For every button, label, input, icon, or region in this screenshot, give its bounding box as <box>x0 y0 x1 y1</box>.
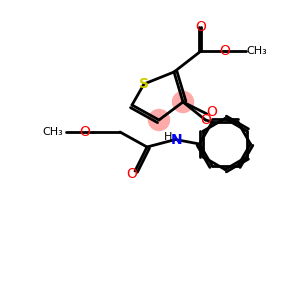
Text: O: O <box>200 113 211 127</box>
Text: O: O <box>127 167 137 181</box>
Text: O: O <box>206 106 217 119</box>
Circle shape <box>172 92 194 112</box>
Text: CH₃: CH₃ <box>42 127 63 137</box>
Text: CH₃: CH₃ <box>246 46 267 56</box>
Circle shape <box>148 110 170 130</box>
Text: O: O <box>79 125 90 139</box>
Text: N: N <box>171 133 183 146</box>
Text: H: H <box>164 131 172 142</box>
Text: O: O <box>220 44 230 58</box>
Text: O: O <box>196 20 206 34</box>
Text: S: S <box>139 77 149 91</box>
